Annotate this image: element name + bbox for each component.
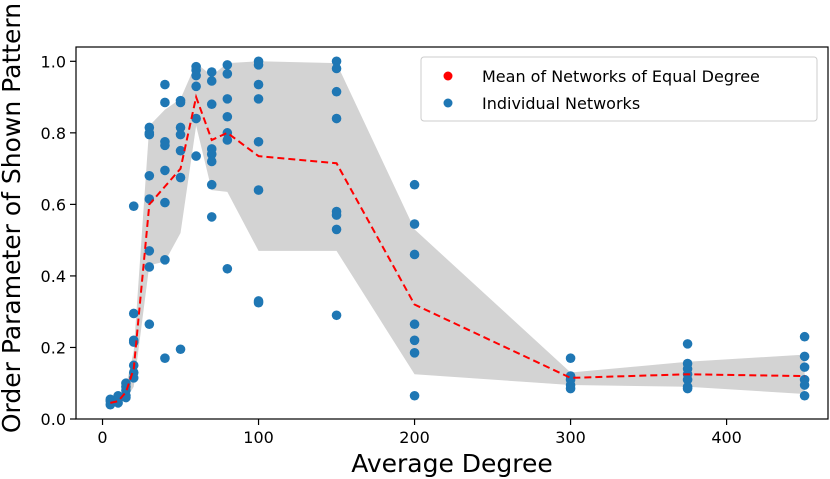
individual-network-point <box>222 111 233 122</box>
individual-network-point <box>409 319 420 330</box>
legend-mean-label: Mean of Networks of Equal Degree <box>482 67 760 86</box>
y-tick-label: 0.4 <box>41 267 66 286</box>
individual-network-point <box>191 113 201 124</box>
individual-network-point <box>144 319 155 330</box>
individual-network-point <box>331 63 342 74</box>
individual-network-point <box>409 335 420 346</box>
x-tick-label: 0 <box>97 428 107 447</box>
individual-network-point <box>253 185 264 195</box>
individual-network-point <box>331 210 342 220</box>
individual-network-point <box>253 79 264 90</box>
individual-network-point <box>191 81 201 92</box>
individual-network-point <box>253 94 264 104</box>
individual-network-point <box>799 331 810 342</box>
individual-network-point <box>206 67 217 77</box>
legend-mean-marker <box>443 71 453 81</box>
individual-network-point <box>331 56 342 67</box>
individual-network-point <box>128 201 139 211</box>
y-tick-label: 0.8 <box>41 124 66 143</box>
y-tick-label: 0.0 <box>41 410 66 429</box>
individual-network-point <box>222 263 233 274</box>
individual-network-point <box>682 339 693 349</box>
y-axis-ticks: 0.0 0.2 0.4 0.6 0.8 1.0 <box>41 52 76 429</box>
individual-network-point <box>206 179 217 190</box>
individual-network-point <box>175 97 186 108</box>
individual-network-point <box>175 145 186 156</box>
plot-area <box>105 56 810 410</box>
individual-network-point <box>253 136 264 147</box>
y-tick-label: 0.6 <box>41 195 66 214</box>
individual-network-point <box>206 99 217 110</box>
individual-network-point <box>222 135 233 145</box>
axes-frame <box>75 46 829 420</box>
individual-network-point <box>206 76 217 86</box>
x-tick-label: 100 <box>243 428 274 447</box>
individual-network-point <box>206 156 217 167</box>
individual-network-point <box>191 70 201 81</box>
individual-network-points <box>105 56 810 410</box>
legend-box <box>420 56 818 122</box>
individual-network-point <box>191 151 201 161</box>
individual-network-point <box>121 390 131 401</box>
individual-network-point <box>799 380 810 390</box>
legend: Mean of Networks of Equal Degree Individ… <box>420 56 818 122</box>
individual-network-point <box>175 344 186 355</box>
individual-network-point <box>409 219 420 229</box>
individual-network-point <box>331 224 342 235</box>
individual-network-point <box>206 212 217 222</box>
x-tick-label: 200 <box>399 428 430 447</box>
individual-network-point <box>160 79 170 90</box>
individual-network-point <box>175 172 186 183</box>
individual-network-point <box>160 353 170 363</box>
legend-individual-marker <box>443 98 453 108</box>
individual-network-point <box>331 310 342 321</box>
y-tick-label: 0.2 <box>41 338 66 357</box>
x-tick-label: 400 <box>711 428 742 447</box>
individual-network-point <box>144 262 155 272</box>
individual-network-point <box>128 308 139 319</box>
individual-network-point <box>565 353 576 363</box>
y-axis-title: Order Parameter of Shown Pattern <box>0 3 26 433</box>
individual-network-point <box>144 246 155 256</box>
legend-individual-label: Individual Networks <box>482 94 640 113</box>
individual-network-point <box>175 122 186 133</box>
y-tick-label: 1.0 <box>41 52 66 71</box>
individual-network-point <box>160 165 170 176</box>
individual-network-point <box>206 149 217 160</box>
individual-network-point <box>799 390 810 401</box>
x-axis-title: Average Degree <box>351 449 553 478</box>
individual-network-point <box>222 69 233 79</box>
individual-network-point <box>799 362 810 372</box>
individual-network-point <box>175 129 186 140</box>
individual-network-point <box>253 60 264 70</box>
individual-network-point <box>331 86 342 97</box>
individual-network-point <box>409 348 420 358</box>
individual-network-point <box>331 113 342 124</box>
individual-network-point <box>409 249 420 260</box>
individual-network-point <box>160 255 170 265</box>
individual-network-point <box>222 60 233 70</box>
individual-network-point <box>160 197 170 208</box>
mean-line <box>110 93 805 404</box>
individual-network-point <box>144 129 155 140</box>
individual-network-point <box>160 140 170 151</box>
individual-network-point <box>565 383 576 394</box>
x-axis-ticks: 0 100 200 300 400 <box>97 419 742 447</box>
individual-network-point <box>409 179 420 190</box>
individual-network-point <box>144 170 155 181</box>
individual-network-point <box>253 297 264 308</box>
individual-network-point <box>121 378 131 389</box>
individual-network-point <box>682 374 693 385</box>
x-tick-label: 300 <box>555 428 586 447</box>
individual-network-point <box>160 97 170 108</box>
min-max-band <box>110 61 805 407</box>
individual-network-point <box>409 390 420 401</box>
individual-network-point <box>799 351 810 362</box>
individual-network-point <box>682 383 693 394</box>
individual-network-point <box>222 94 233 104</box>
